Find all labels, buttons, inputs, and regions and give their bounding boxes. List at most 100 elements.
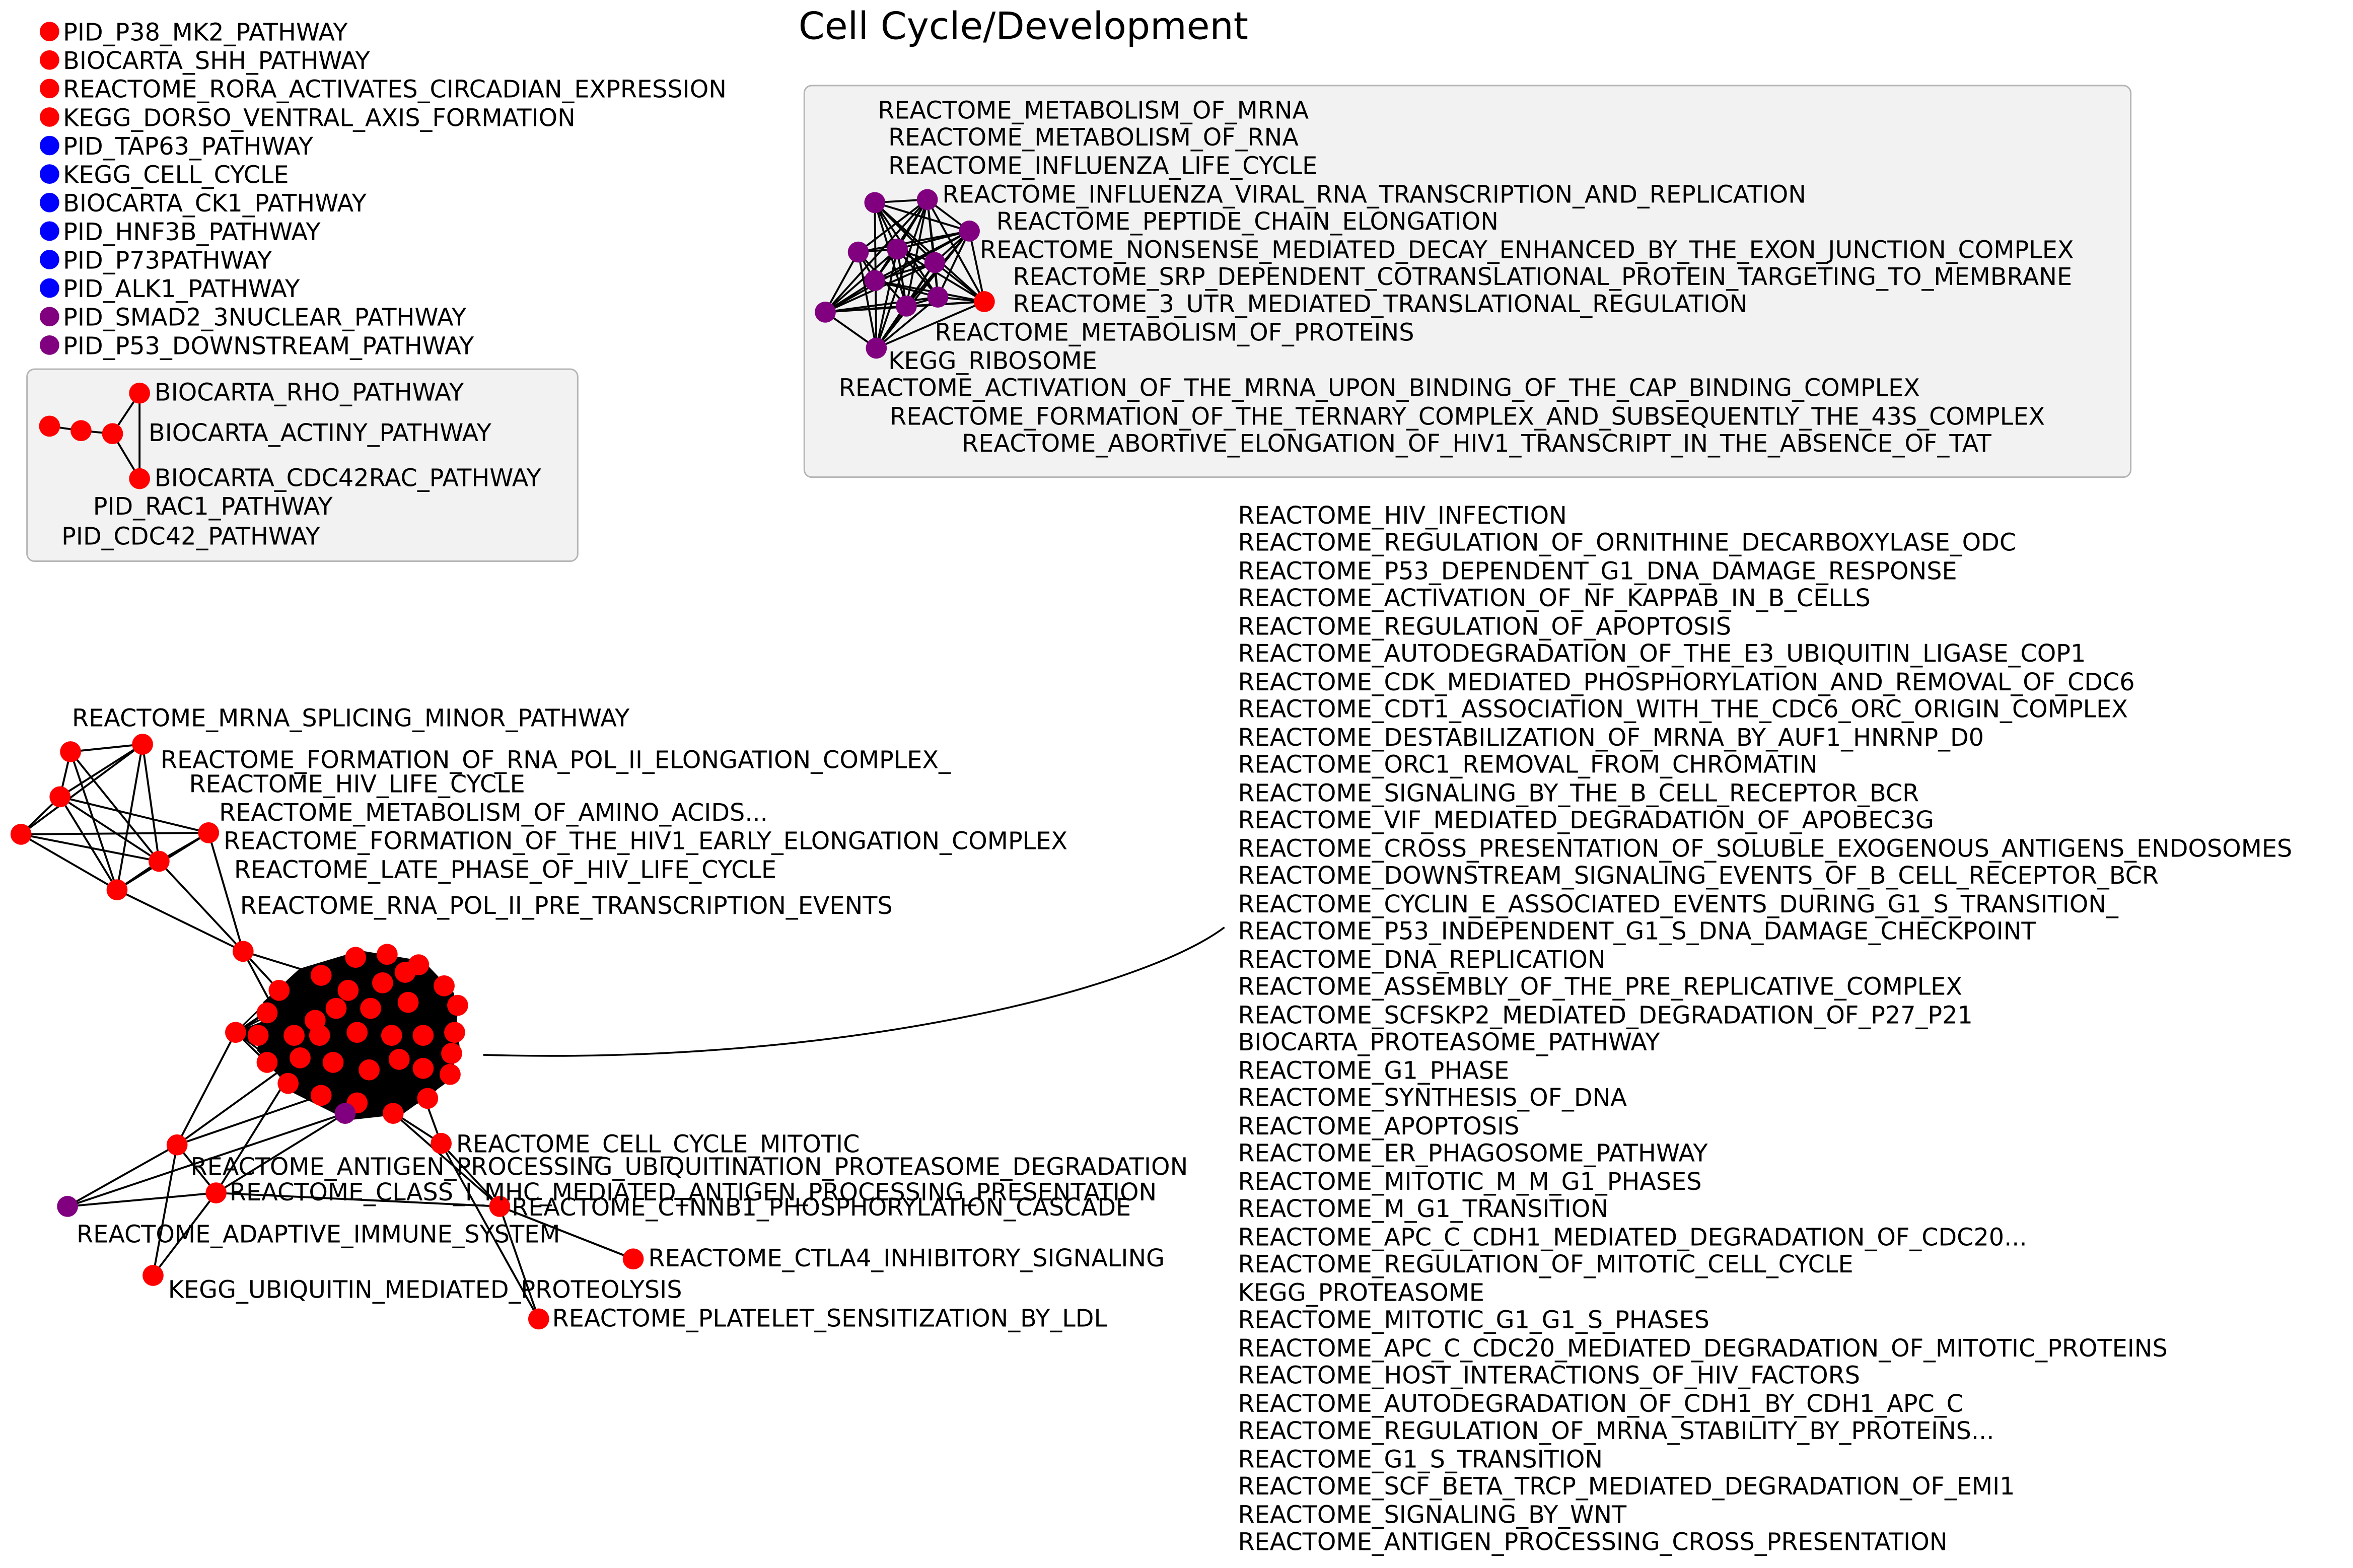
- node-label: BIOCARTA_RHO_PATHWAY: [155, 379, 464, 407]
- legend-label: PID_TAP63_PATHWAY: [63, 133, 314, 161]
- node-label: REACTOME_FORMATION_OF_THE_TERNARY_COMPLE…: [890, 403, 2045, 431]
- node-label: REACTOME_MRNA_SPLICING_MINOR_PATHWAY: [72, 704, 630, 732]
- core-nodes: [225, 944, 468, 1124]
- ribosome-cluster-panel: REACTOME_METABOLISM_OF_MRNA REACTOME_MET…: [803, 85, 2132, 478]
- callout-item: REACTOME_ER_PHAGOSOME_PATHWAY: [1238, 1140, 1708, 1168]
- node-label: REACTOME_ANTIGEN_PROCESSING_UBIQUITINATI…: [190, 1153, 1188, 1181]
- graph-node: [256, 1051, 278, 1073]
- node-label: REACTOME_ADAPTIVE_IMMUNE_SYSTEM: [77, 1221, 560, 1248]
- graph-node: [412, 1057, 434, 1079]
- graph-edge: [875, 249, 898, 348]
- legend-label: PID_P38_MK2_PATHWAY: [63, 19, 348, 46]
- node-label: REACTOME_HIV_LIFE_CYCLE: [189, 770, 525, 798]
- graph-edge: [897, 248, 985, 303]
- graph-node: [896, 296, 917, 317]
- node-label: REACTOME_METABOLISM_OF_AMINO_ACIDS...: [219, 799, 768, 827]
- graph-edge: [897, 230, 970, 250]
- callout-item: REACTOME_M_G1_TRANSITION: [1238, 1195, 1608, 1223]
- legend-marker: [39, 79, 59, 99]
- callout-item: REACTOME_P53_INDEPENDENT_G1_S_DNA_DAMAGE…: [1238, 917, 2036, 945]
- callout-item: REACTOME_CYCLIN_E_ASSOCIATED_EVENTS_DURI…: [1238, 891, 2118, 918]
- legend-label: KEGG_DORSO_VENTRAL_AXIS_FORMATION: [63, 104, 576, 132]
- callout-item: REACTOME_SCFSKP2_MEDIATED_DEGRADATION_OF…: [1238, 1002, 1972, 1029]
- graph-node: [334, 1103, 356, 1124]
- graph-node: [927, 287, 949, 308]
- graph-node: [325, 997, 347, 1019]
- callout-item: REACTOME_ACTIVATION_OF_NF_KAPPAB_IN_B_CE…: [1238, 585, 1870, 612]
- graph-node: [489, 1196, 511, 1217]
- legend-marker: [39, 192, 59, 212]
- callout-item: REACTOME_SCF_BETA_TRCP_MEDIATED_DEGRADAT…: [1238, 1473, 2015, 1501]
- callout-item: REACTOME_AUTODEGRADATION_OF_THE_E3_UBIQU…: [1238, 640, 2086, 668]
- graph-node: [397, 991, 419, 1013]
- graph-edge: [905, 199, 929, 307]
- callout-item: BIOCARTA_PROTEASOME_PATHWAY: [1238, 1029, 1660, 1056]
- node-label: REACTOME_CTLA4_INHIBITORY_SIGNALING: [648, 1245, 1165, 1272]
- node-label: REACTOME_FORMATION_OF_THE_HIV1_EARLY_ELO…: [224, 828, 1067, 856]
- graph-node: [417, 1088, 439, 1109]
- callout-item: KEGG_PROTEASOME: [1238, 1279, 1484, 1307]
- graph-edge: [876, 301, 985, 349]
- callout-list: REACTOME_HIV_INFECTION REACTOME_REGULATI…: [1238, 502, 2292, 1556]
- graph-node: [10, 824, 32, 845]
- node-label: REACTOME_METABOLISM_OF_RNA: [888, 124, 1299, 152]
- graph-node: [39, 415, 60, 437]
- callout-item: REACTOME_G1_S_TRANSITION: [1238, 1446, 1603, 1473]
- graph-node: [381, 1025, 402, 1046]
- legend-label: BIOCARTA_SHH_PATHWAY: [63, 47, 371, 75]
- legend-marker: [39, 221, 59, 241]
- graph-edge: [937, 231, 970, 298]
- graph-node: [337, 979, 359, 1001]
- callout-item: REACTOME_APC_C_CDH1_MEDIATED_DEGRADATION…: [1238, 1224, 2027, 1251]
- graph-edge: [857, 252, 878, 348]
- legend: PID_P38_MK2_PATHWAY BIOCARTA_SHH_PATHWAY…: [39, 19, 727, 360]
- callout-item: REACTOME_APOPTOSIS: [1238, 1113, 1519, 1141]
- callout-item: REACTOME_HIV_INFECTION: [1238, 502, 1566, 530]
- callout-item: REACTOME_MITOTIC_M_M_G1_PHASES: [1238, 1168, 1701, 1196]
- legend-marker: [39, 50, 59, 70]
- graph-node: [277, 1073, 299, 1094]
- graph-node: [106, 879, 128, 900]
- graph-node: [345, 947, 367, 968]
- graph-edge: [824, 251, 860, 313]
- graph-node: [434, 975, 455, 996]
- node-label: REACTOME_ACTIVATION_OF_THE_MRNA_UPON_BIN…: [839, 375, 1920, 402]
- node-label: REACTOME_NONSENSE_MEDIATED_DECAY_ENHANCE…: [980, 237, 2074, 264]
- node-label: REACTOME_METABOLISM_OF_MRNA: [878, 97, 1309, 124]
- node-label: REACTOME_INFLUENZA_LIFE_CYCLE: [888, 153, 1317, 180]
- callout-item: REACTOME_ANTIGEN_PROCESSING_CROSS_PRESEN…: [1238, 1528, 1947, 1556]
- graph-node: [847, 241, 869, 263]
- graph-node: [346, 1022, 368, 1043]
- callout-item: REACTOME_REGULATION_OF_MRNA_STABILITY_BY…: [1238, 1417, 1994, 1445]
- graph-node: [388, 1049, 410, 1070]
- node-label: REACTOME_LATE_PHASE_OF_HIV_LIFE_CYCLE: [234, 856, 776, 884]
- callout-item: REACTOME_SIGNALING_BY_THE_B_CELL_RECEPTO…: [1238, 779, 1919, 807]
- legend-marker: [39, 307, 59, 327]
- node-label: REACTOME_CLASS_I_MHC_MEDIATED_ANTIGEN_PR…: [230, 1179, 1157, 1206]
- graph-node: [440, 1063, 461, 1085]
- graph-edge: [858, 230, 970, 253]
- graph-node: [622, 1248, 644, 1270]
- graph-edge: [968, 231, 985, 302]
- graph-node: [924, 252, 946, 273]
- graph-edge: [825, 230, 970, 313]
- legend-marker: [39, 250, 59, 269]
- graph-node: [309, 1025, 330, 1046]
- node-label: PID_RAC1_PATHWAY: [93, 493, 333, 521]
- graph-node: [290, 1047, 311, 1068]
- graph-node: [166, 1134, 188, 1156]
- graph-edge: [934, 261, 985, 303]
- graph-node: [205, 1182, 227, 1203]
- graph-node: [441, 1043, 462, 1064]
- ribosome-cluster-box: [803, 85, 2132, 478]
- graph-node: [129, 468, 150, 489]
- graph-node: [268, 979, 290, 1001]
- graph-node: [864, 270, 886, 292]
- main-cluster-nodes: [10, 734, 644, 1330]
- graph-node: [916, 189, 938, 210]
- node-label: REACTOME_CTNNB1_PHOSPHORYLATION_CASCADE: [512, 1194, 1131, 1222]
- callout-connector: [483, 926, 1225, 1057]
- graph-node: [49, 786, 71, 808]
- callout-item: REACTOME_P53_DEPENDENT_G1_DNA_DAMAGE_RES…: [1238, 557, 1957, 585]
- callout-item: REACTOME_AUTODEGRADATION_OF_CDH1_BY_CDH1…: [1238, 1390, 1963, 1418]
